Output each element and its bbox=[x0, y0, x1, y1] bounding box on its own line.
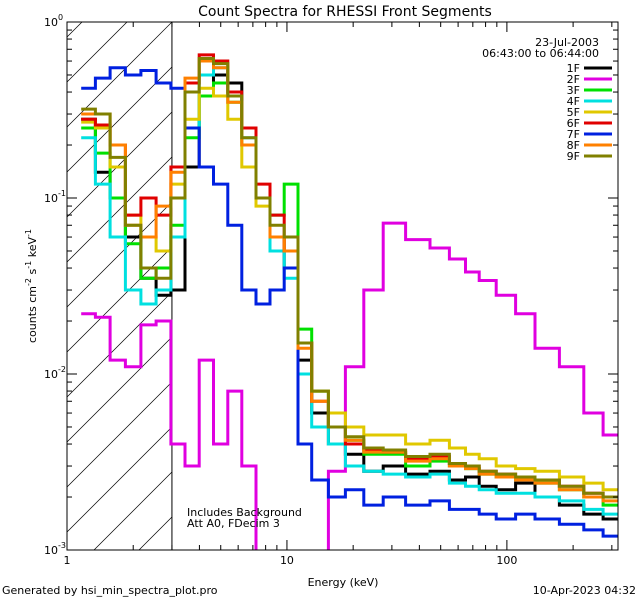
hatch-line bbox=[67, 426, 173, 533]
series-1F-line bbox=[81, 73, 618, 521]
y-tick-label: 100 bbox=[44, 13, 63, 29]
y-label-mid1: s bbox=[26, 268, 39, 277]
y-axis-label: counts cm-2 s-1 keV-1 bbox=[24, 229, 39, 343]
hatch-line bbox=[67, 111, 173, 218]
x-tick-label: 10 bbox=[280, 554, 294, 567]
hatch-line bbox=[67, 156, 173, 263]
y-tick-label: 10-3 bbox=[44, 541, 66, 557]
x-axis-label: Energy (keV) bbox=[308, 576, 379, 589]
hatch-line bbox=[67, 336, 173, 443]
series-layer bbox=[81, 53, 618, 550]
time-range-label: 06:43:00 to 06:44:00 bbox=[482, 47, 599, 60]
hatch-line bbox=[67, 22, 128, 83]
series-7F-line bbox=[81, 66, 618, 538]
legend-label-8F: 8F bbox=[567, 139, 580, 152]
legend-label-6F: 6F bbox=[567, 117, 580, 130]
legend-label-9F: 9F bbox=[567, 150, 580, 163]
hatch-line bbox=[67, 291, 173, 398]
footer-timestamp: 10-Apr-2023 04:32 bbox=[533, 584, 636, 597]
hatch-line bbox=[67, 381, 173, 488]
y-tick-base: 10 bbox=[44, 544, 58, 557]
annotation-line-1: Includes Background bbox=[187, 506, 302, 519]
y-tick-label: 10-1 bbox=[44, 189, 66, 205]
legend-label-1F: 1F bbox=[567, 62, 580, 75]
series-9F-line bbox=[81, 57, 618, 499]
hatch-line bbox=[138, 516, 173, 550]
y-tick-base: 10 bbox=[44, 192, 58, 205]
series-8F-line bbox=[81, 59, 618, 503]
y-tick-exp: 0 bbox=[58, 13, 63, 22]
annotation-line-2: Att A0, FDecim 3 bbox=[187, 517, 280, 530]
y-label-exp2: -1 bbox=[24, 261, 33, 269]
y-tick-base: 10 bbox=[44, 368, 58, 381]
hatch-line bbox=[67, 66, 173, 173]
hatch-line bbox=[67, 201, 173, 308]
y-label-prefix: counts cm bbox=[26, 286, 39, 343]
legend-label-4F: 4F bbox=[567, 95, 580, 108]
y-tick-base: 10 bbox=[44, 16, 58, 29]
y-label-exp3: -1 bbox=[24, 229, 33, 237]
plot-frame bbox=[66, 21, 619, 551]
series-6F-line bbox=[81, 53, 618, 499]
series-2F-line bbox=[81, 221, 618, 550]
hatch-line bbox=[67, 22, 83, 38]
y-label-mid2: keV bbox=[26, 237, 39, 261]
y-tick-exp: -2 bbox=[58, 365, 66, 374]
hatch-line bbox=[67, 246, 173, 353]
chart-title: Count Spectra for RHESSI Front Segments bbox=[198, 4, 492, 20]
x-tick-label: 1 bbox=[64, 554, 71, 567]
footer-generator: Generated by hsi_min_spectra_plot.pro bbox=[2, 584, 218, 597]
x-tick-label: 100 bbox=[496, 554, 517, 567]
x-axis: 1 10 100 bbox=[64, 22, 613, 567]
y-tick-label: 10-2 bbox=[44, 365, 66, 381]
legend-label-3F: 3F bbox=[567, 84, 580, 97]
date-label: 23-Jul-2003 bbox=[535, 36, 599, 49]
y-tick-exp: -1 bbox=[58, 189, 66, 198]
hatch-line bbox=[93, 471, 173, 550]
y-label-exp1: -2 bbox=[24, 278, 33, 286]
series-4F-line bbox=[81, 66, 618, 516]
legend-label-5F: 5F bbox=[567, 106, 580, 119]
legend-label-2F: 2F bbox=[567, 73, 580, 86]
y-tick-exp: -3 bbox=[58, 541, 66, 550]
legend-label-7F: 7F bbox=[567, 128, 580, 141]
